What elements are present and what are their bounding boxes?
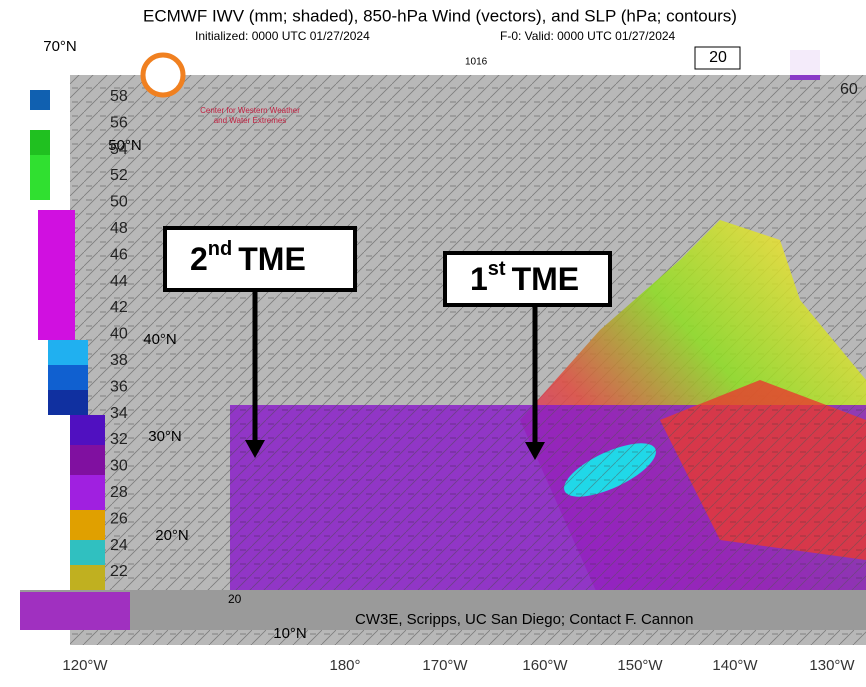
forecast-box [694,46,741,70]
swatch [30,130,50,155]
colorbar-label: 34 [110,405,128,422]
arrow-head [245,440,265,458]
forecast-box-label: 20 [709,49,727,66]
contour-label: 1016 [465,57,488,68]
swatch [70,540,105,565]
longitude-label: 150°W [617,657,663,674]
colorbar-label: 40 [110,326,128,343]
logo-icon [140,52,186,98]
colorbar-label: 36 [110,378,128,395]
longitude-label: 140°W [712,657,758,674]
latitude-label: 40°N [143,331,177,348]
latitude-label: 10°N [273,625,307,642]
longitude-label: 160°W [522,657,568,674]
colorbar-label: 38 [110,352,128,369]
annotation: 2nd TME [190,238,306,277]
annotation-box [443,251,612,307]
colorbar-label: 22 [110,563,128,580]
annotation: 1st TME [470,258,579,297]
colorbar-label: 32 [110,431,128,448]
latitude-label: 70°N [43,38,77,55]
latitude-label: 50°N [108,137,142,154]
logo-line2: and Water Extremes [214,116,287,125]
colorbar-label: 46 [110,246,128,263]
swatch [38,210,75,340]
longitude-label: 120°W [62,657,108,674]
colorbar-label: 54 [110,141,128,158]
footer-background [0,645,866,687]
colorbar-label: 24 [110,537,128,554]
colorbar [30,90,105,590]
annotation-suffix: nd [208,238,232,260]
annotation-word: TME [512,261,580,297]
swatch [70,445,105,475]
annotation-box [163,226,357,292]
colorbar-label: 44 [110,273,128,290]
annotation-word: TME [238,241,306,277]
colorbar-label: 26 [110,510,128,527]
arrow-head [525,442,545,460]
swatch [70,510,105,540]
colorbar-label: 52 [110,167,128,184]
annotation-suffix: st [488,258,506,280]
latitude-label: 20°N [155,527,189,544]
swatch [48,365,88,390]
swatch [30,90,50,110]
map-bottom-patch [20,592,130,630]
longitude-label: 130°W [809,657,855,674]
annotation-number: 2 [190,241,208,277]
logo-line1: Center for Western Weather [200,106,300,115]
credit: CW3E, Scripps, UC San Diego; Contact F. … [355,611,693,628]
swatch [30,155,50,200]
annotation-number: 1 [470,261,488,297]
colorbar-label: 50 [110,194,128,211]
colorbar-bottom-label: 20 [228,592,242,606]
wind-vectors-south [230,405,866,600]
colorbar-label: 58 [110,88,128,105]
longitude-label: 170°W [422,657,468,674]
valid-time: F-0: Valid: 0000 UTC 01/27/2024 [500,29,676,43]
map-bottom-band [20,590,866,630]
swatch [70,565,105,590]
swatch [48,340,88,365]
latitude-label: 30°N [148,428,182,445]
corner-label: 60 [840,81,858,98]
swatch [70,475,105,510]
swatch [48,390,88,415]
initialized-time: Initialized: 0000 UTC 01/27/2024 [195,29,370,43]
longitude-label: 180° [329,657,360,674]
colorbar-label: 30 [110,458,128,475]
title: ECMWF IWV (mm; shaded), 850-hPa Wind (ve… [143,6,737,25]
swatch [70,415,105,445]
colorbar-label: 42 [110,299,128,316]
colorbar-label: 28 [110,484,128,501]
colorbar-label: 48 [110,220,128,237]
colorbar-label: 56 [110,114,128,131]
